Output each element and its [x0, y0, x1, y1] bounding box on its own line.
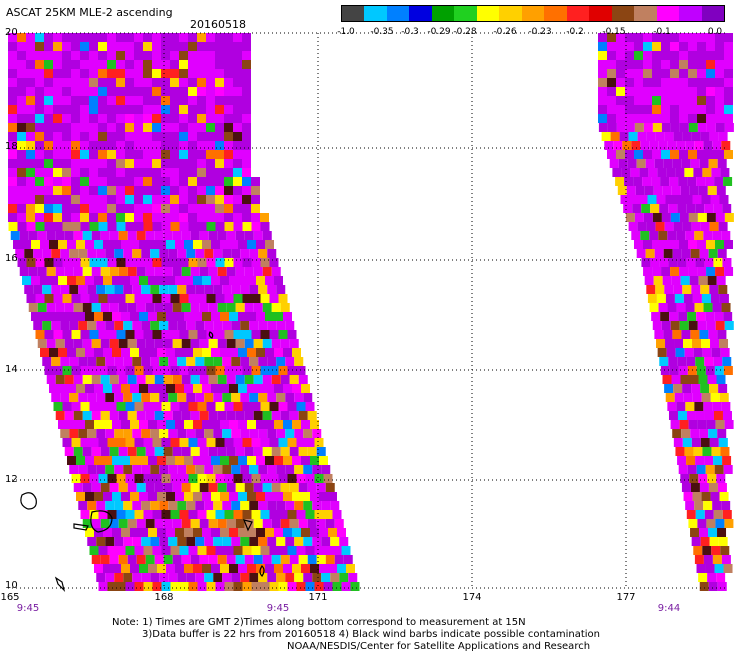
colorbar-swatch-11 [589, 6, 612, 21]
lat-label-18: 18 [5, 141, 18, 152]
colorbar-label-1: -0.35 [370, 27, 394, 37]
colorbar-label-7: -0.2 [566, 27, 584, 37]
colorbar-label-6: -0.23 [528, 27, 552, 37]
footnote-line-1: Note: 1) Times are GMT 2)Times along bot… [112, 617, 526, 628]
colorbar-swatch-16 [701, 6, 724, 21]
time-label-3: 9:44 [657, 603, 681, 614]
lon-label-174: 174 [462, 592, 482, 603]
colorbar-label-9: -0.1 [653, 27, 671, 37]
lon-label-168: 168 [154, 592, 174, 603]
lon-label-177: 177 [616, 592, 636, 603]
colorbar-swatch-9 [544, 6, 567, 21]
colorbar-swatch-2 [386, 6, 410, 21]
colorbar-swatch-0 [342, 6, 365, 21]
grid-lines [8, 32, 725, 589]
colorbar-label-2: -0.3 [401, 27, 419, 37]
time-label-2: 9:45 [266, 603, 290, 614]
colorbar-swatch-8 [521, 6, 545, 21]
lat-label-12: 12 [5, 474, 18, 485]
footnote: Note: 1) Times are GMT 2)Times along bot… [112, 617, 600, 653]
island-outlines [20, 331, 265, 592]
colorbar-label-3: -0.29 [427, 27, 451, 37]
colorbar-label-0: -1.0 [337, 27, 355, 37]
footnote-line-2: 3)Data buffer is 22 hrs from 20160518 4)… [142, 629, 600, 640]
colorbar-swatch-7 [499, 6, 522, 21]
colorbar-labels: -1.0 -0.35 -0.3 -0.29 -0.28 -0.26 -0.23 -0.2 -0.… [330, 27, 730, 39]
colorbar-swatch-1 [364, 6, 387, 21]
swath-data [8, 33, 734, 591]
lon-label-165: 165 [0, 592, 20, 603]
colorbar-label-8: -0.15 [602, 27, 626, 37]
lon-label-171: 171 [308, 592, 328, 603]
colorbar-label-10: 0.0 [707, 27, 723, 37]
colorbar [341, 5, 725, 22]
lat-label-16: 16 [5, 253, 18, 264]
colorbar-swatch-15 [679, 6, 702, 21]
colorbar-swatch-12 [611, 6, 635, 21]
time-label-1: 9:45 [16, 603, 40, 614]
colorbar-swatch-10 [566, 6, 590, 21]
colorbar-swatch-3 [409, 6, 432, 21]
lat-label-14: 14 [5, 364, 18, 375]
colorbar-swatch-4 [431, 6, 455, 21]
lat-label-10: 10 [5, 580, 18, 591]
map-title: ASCAT 25KM MLE-2 ascending [6, 6, 173, 19]
footnote-line-3: NOAA/NESDIS/Center for Satellite Applica… [287, 641, 591, 652]
colorbar-label-5: -0.26 [493, 27, 517, 37]
colorbar-label-4: -0.28 [453, 27, 477, 37]
colorbar-swatch-6 [476, 6, 500, 21]
colorbar-swatch-13 [634, 6, 657, 21]
map-date: 20160518 [190, 18, 246, 31]
colorbar-swatch-5 [454, 6, 477, 21]
lat-label-20: 20 [5, 27, 18, 38]
colorbar-swatch-14 [656, 6, 680, 21]
